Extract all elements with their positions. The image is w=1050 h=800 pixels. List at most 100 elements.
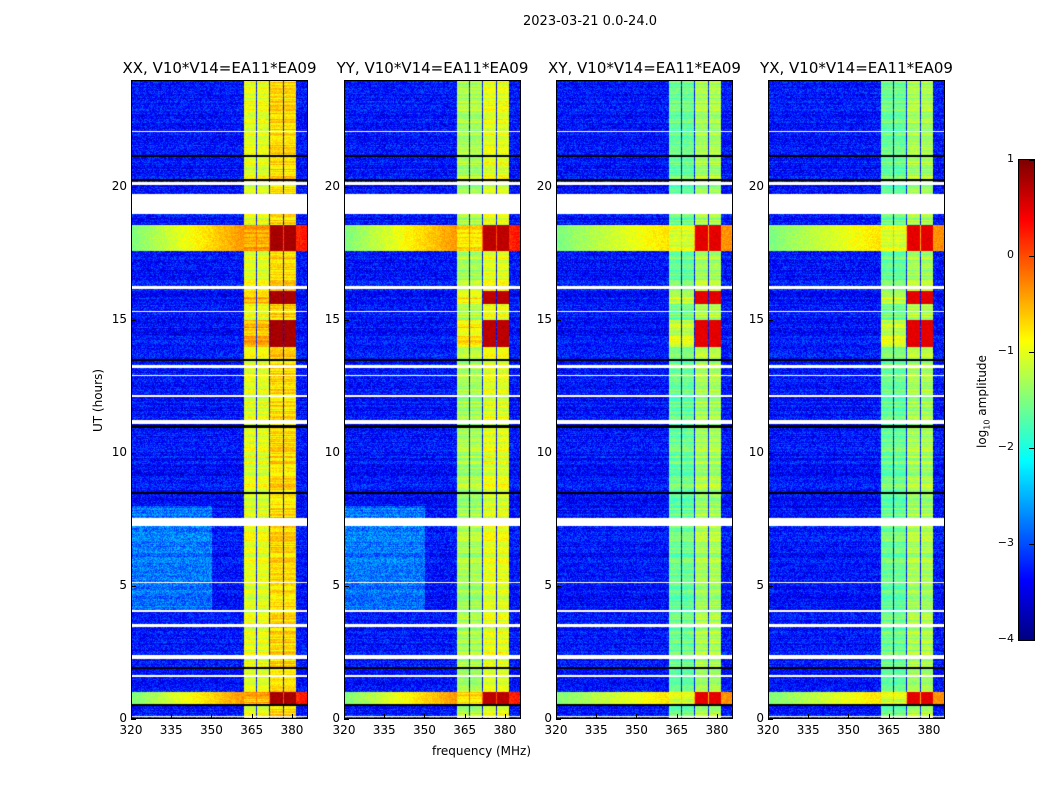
x-tick-label: 350 [413, 723, 436, 737]
y-tick-label: 20 [748, 178, 764, 193]
y-tick-label: 5 [756, 577, 764, 592]
y-tick-mark [768, 585, 773, 587]
panel-title: YY, V10*V14=EA11*EA09 [336, 59, 529, 77]
y-tick-mark [131, 585, 136, 587]
x-tick-label: 350 [200, 723, 223, 737]
y-tick-mark [344, 452, 349, 454]
y-tick-mark [768, 452, 773, 454]
y-tick-label: 5 [332, 577, 340, 592]
colorbar-tick-label: 0 [1007, 248, 1014, 261]
x-tick-label: 380 [917, 723, 941, 737]
y-tick-mark [768, 719, 773, 720]
x-tick-mark [504, 714, 506, 719]
y-tick-label: 15 [111, 311, 127, 326]
y-tick-label: 20 [324, 178, 340, 193]
y-tick-label: 0 [544, 711, 552, 725]
x-tick-mark [211, 714, 213, 719]
y-tick-label: 0 [332, 711, 340, 725]
x-tick-mark [251, 714, 253, 719]
x-tick-mark [596, 714, 598, 719]
y-tick-mark [556, 186, 561, 188]
colorbar-tick-label: −1 [997, 344, 1014, 357]
y-tick-mark [768, 186, 773, 188]
x-tick-label: 320 [544, 723, 568, 737]
x-axis-label: frequency (MHz) [432, 744, 532, 758]
panel-title: YX, V10*V14=EA11*EA09 [760, 59, 953, 77]
x-tick-label: 320 [756, 723, 780, 737]
spectrogram-image [557, 81, 732, 718]
x-tick-mark [344, 714, 345, 719]
x-tick-label: 380 [493, 723, 517, 737]
spectrogram-panel-0 [131, 80, 308, 719]
x-tick-label: 335 [372, 723, 396, 737]
colorbar-tick-label: −2 [997, 440, 1014, 453]
colorbar-tick-mark [1029, 544, 1034, 545]
colorbar-tick-label: −3 [997, 536, 1014, 549]
y-tick-label: 15 [748, 311, 764, 326]
y-axis-label: UT (hours) [91, 368, 105, 432]
colorbar-tick-mark [1029, 640, 1034, 641]
y-tick-label: 5 [119, 577, 127, 592]
spectrogram-panel-2 [556, 80, 733, 719]
colorbar-tick-label: −4 [997, 632, 1014, 645]
panel-title: XY, V10*V14=EA11*EA09 [548, 59, 741, 77]
x-tick-label: 365 [665, 723, 689, 737]
y-tick-mark [556, 319, 561, 321]
x-tick-mark [384, 714, 386, 719]
x-tick-mark [676, 714, 678, 719]
y-tick-label: 5 [544, 577, 552, 592]
y-tick-label: 10 [536, 444, 552, 459]
y-tick-label: 20 [536, 178, 552, 193]
x-tick-label: 335 [796, 723, 820, 737]
y-tick-mark [131, 719, 136, 720]
y-tick-label: 10 [324, 444, 340, 459]
y-tick-mark [556, 585, 561, 587]
colorbar-label: log10 amplitude [975, 355, 992, 448]
x-tick-mark [424, 714, 426, 719]
colorbar-tick-label: 1 [1007, 152, 1014, 165]
x-tick-label: 320 [332, 723, 356, 737]
x-tick-mark [768, 714, 769, 719]
y-tick-mark [344, 585, 349, 587]
x-tick-label: 335 [159, 723, 183, 737]
y-tick-mark [344, 319, 349, 321]
colorbar [1018, 159, 1035, 641]
x-tick-label: 335 [584, 723, 608, 737]
figure-title: 2023-03-21 0.0-24.0 [523, 14, 657, 29]
x-tick-label: 320 [119, 723, 143, 737]
y-tick-mark [131, 452, 136, 454]
y-tick-label: 10 [111, 444, 127, 459]
x-tick-label: 365 [240, 723, 264, 737]
y-tick-mark [131, 186, 136, 188]
y-tick-label: 15 [536, 311, 552, 326]
y-tick-label: 0 [119, 711, 127, 725]
y-tick-mark [768, 319, 773, 321]
x-tick-label: 350 [837, 723, 860, 737]
spectrogram-panel-3 [768, 80, 945, 719]
colorbar-tick-mark [1029, 448, 1034, 449]
y-tick-mark [344, 719, 349, 720]
x-tick-mark [556, 714, 557, 719]
x-tick-mark [291, 714, 293, 719]
colorbar-tick-mark [1029, 160, 1034, 161]
y-tick-mark [131, 319, 136, 321]
x-tick-label: 380 [280, 723, 304, 737]
x-tick-mark [888, 714, 890, 719]
spectrogram-image [132, 81, 307, 718]
y-tick-mark [556, 452, 561, 454]
x-tick-mark [636, 714, 638, 719]
x-tick-label: 350 [625, 723, 648, 737]
x-tick-mark [131, 714, 132, 719]
spectrogram-panel-1 [344, 80, 521, 719]
spectrogram-image [345, 81, 520, 718]
y-tick-label: 0 [756, 711, 764, 725]
x-tick-mark [808, 714, 810, 719]
y-tick-label: 10 [748, 444, 764, 459]
y-tick-mark [344, 186, 349, 188]
x-tick-label: 365 [453, 723, 477, 737]
colorbar-tick-mark [1029, 352, 1034, 353]
x-tick-mark [464, 714, 466, 719]
x-tick-mark [171, 714, 173, 719]
y-tick-label: 20 [111, 178, 127, 193]
